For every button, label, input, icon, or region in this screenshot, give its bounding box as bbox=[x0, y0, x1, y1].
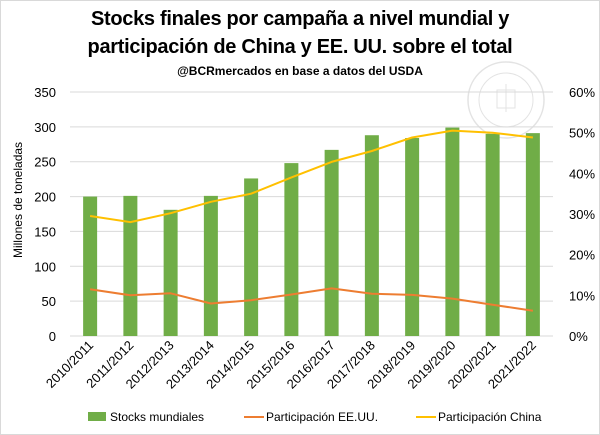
y-axis-left-ticks: 0 50 100 150 200 250 300 350 bbox=[34, 85, 56, 344]
bar bbox=[485, 133, 500, 336]
bar bbox=[364, 135, 379, 336]
y2-tick-label: 0% bbox=[569, 329, 588, 344]
y2-tick-label: 10% bbox=[569, 288, 595, 303]
chart-title-line-2: participación de China y EE. UU. sobre e… bbox=[87, 36, 513, 58]
y-tick-label: 350 bbox=[34, 85, 56, 100]
y-tick-label: 150 bbox=[34, 224, 56, 239]
y-tick-label: 300 bbox=[34, 120, 56, 135]
y2-tick-label: 20% bbox=[569, 248, 595, 263]
y2-tick-label: 50% bbox=[569, 126, 595, 141]
y-axis-right-ticks: 0% 10% 20% 30% 40% 50% 60% bbox=[569, 85, 595, 344]
legend-swatch bbox=[88, 412, 106, 421]
legend-label: Participación China bbox=[438, 410, 542, 424]
y2-tick-label: 30% bbox=[569, 207, 595, 222]
legend-label: Stocks mundiales bbox=[110, 410, 204, 424]
y-tick-label: 0 bbox=[49, 329, 56, 344]
bar bbox=[163, 209, 178, 336]
bar bbox=[445, 127, 460, 336]
y2-tick-label: 40% bbox=[569, 166, 595, 181]
bar bbox=[83, 196, 98, 336]
bar bbox=[525, 133, 540, 336]
y-tick-label: 250 bbox=[34, 155, 56, 170]
chart-title-line-1: Stocks finales por campaña a nivel mundi… bbox=[90, 8, 510, 30]
y-tick-label: 100 bbox=[34, 259, 56, 274]
bar bbox=[244, 178, 259, 336]
series-line bbox=[89, 129, 534, 224]
legend: Stocks mundiales Participación EE.UU. Part… bbox=[88, 410, 542, 424]
y-axis-label: Millones de toneladas bbox=[11, 142, 25, 258]
x-axis-ticks: 2010/20112011/20122012/20132013/20142014… bbox=[43, 338, 539, 392]
y-tick-label: 200 bbox=[34, 190, 56, 205]
bar bbox=[405, 138, 420, 336]
legend-label: Participación EE.UU. bbox=[266, 410, 378, 424]
bar bbox=[324, 149, 339, 336]
line-series bbox=[89, 129, 534, 312]
y-tick-label: 50 bbox=[42, 294, 56, 309]
series-line bbox=[89, 287, 534, 312]
y2-tick-label: 60% bbox=[569, 85, 595, 100]
bar bbox=[123, 195, 138, 336]
bar bbox=[284, 163, 299, 336]
chart-subtitle: @BCRmercados en base a datos del USDA bbox=[177, 64, 423, 78]
bar bbox=[203, 195, 218, 336]
